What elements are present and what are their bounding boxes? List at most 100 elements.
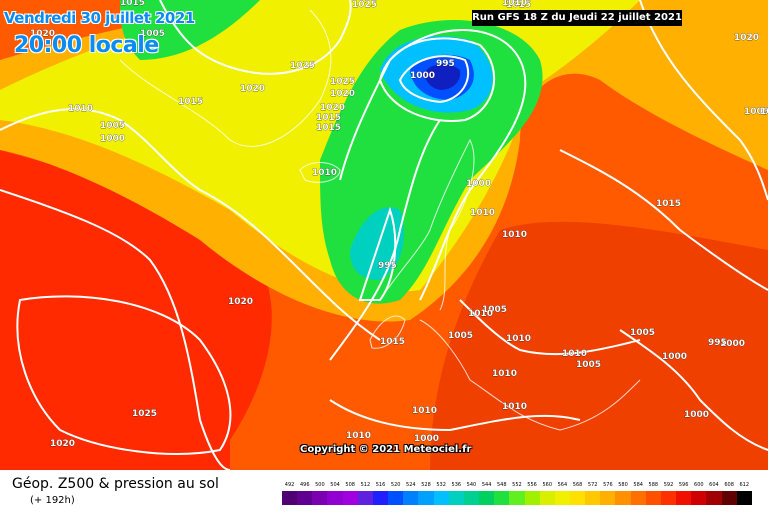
- scale-label: 572: [587, 482, 598, 488]
- isobar-label: 1010: [562, 349, 587, 359]
- isobar-label: 1010: [492, 369, 517, 379]
- scale-label: 600: [694, 482, 704, 488]
- low-center-label-3: 995: [378, 261, 397, 271]
- scale-label: 592: [663, 482, 674, 488]
- scale-label: 500: [315, 482, 325, 488]
- scale-cell: [403, 491, 419, 505]
- pressure-centers: 995 1000 995: [378, 59, 455, 271]
- scale-cell: [630, 491, 646, 505]
- scale-label: 544: [481, 482, 492, 488]
- isobar-label: 1015: [120, 0, 145, 8]
- scale-label: 516: [375, 482, 386, 488]
- scale-label: 528: [421, 482, 431, 488]
- scale-cell: [691, 491, 707, 505]
- isobar-1000-east: [619, 329, 768, 451]
- copyright: Copyright © 2021 Meteociel.fr: [300, 444, 472, 455]
- isobar-label: 1025: [352, 0, 377, 10]
- isobar-label: 1000: [100, 134, 125, 144]
- isobar-labels: 1020 1005 1025 1015 1020 1025 1025 1010 1015 1020…: [30, 0, 768, 449]
- scale-cells: [282, 491, 752, 505]
- scale-cell: [706, 491, 722, 505]
- scale-cell: [676, 491, 692, 505]
- legend-bar: Géop. Z500 & pression au sol (+ 192h) 49…: [0, 470, 768, 512]
- isobar-1000-north: [378, 37, 496, 122]
- isobar-label: 1010: [346, 431, 371, 441]
- isobar-label: 1020: [30, 29, 55, 39]
- isobar-label: 1000: [414, 434, 439, 444]
- isobar-label: 1000: [662, 352, 687, 362]
- scale-cell: [282, 491, 298, 505]
- isobar-label: 1010: [502, 230, 527, 240]
- mediterranean-warm-zone: [430, 221, 768, 470]
- isobar-label: 1005: [140, 29, 165, 39]
- isobar-label: 1015: [316, 113, 341, 123]
- scale-cell: [585, 491, 601, 505]
- scale-cell: [463, 491, 480, 505]
- scale-cell: [388, 491, 404, 505]
- isobar-label: 1015: [656, 199, 681, 209]
- isobar-1010-south: [329, 399, 581, 432]
- pressure-map-svg: 1020 1005 1025 1015 1020 1025 1025 1010 1015 1020…: [0, 0, 768, 470]
- parameter-subtitle: (+ 192h): [30, 495, 75, 506]
- isobar-995-south: [358, 206, 397, 301]
- scale-label: 508: [345, 482, 355, 488]
- scale-label: 608: [724, 482, 734, 488]
- isobar-label: 1010: [470, 208, 495, 218]
- weather-map: 1020 1005 1025 1015 1020 1025 1025 1010 1015 1020…: [0, 0, 768, 470]
- scale-label: 560: [542, 482, 552, 488]
- scale-label: 520: [390, 482, 401, 488]
- isobar-label: 1000: [684, 410, 709, 420]
- isobar-label: 1015: [316, 123, 341, 133]
- scale-label: 504: [330, 482, 340, 488]
- scale-label: 584: [633, 482, 643, 488]
- scale-label: 512: [360, 482, 371, 488]
- isobar-label: 1020: [228, 297, 253, 307]
- scale-cell: [539, 491, 555, 505]
- scale-cell: [357, 491, 373, 505]
- scale-cell: [615, 491, 631, 505]
- isobar-995-north: [398, 55, 470, 104]
- low-center-label-1: 995: [436, 59, 455, 69]
- isobar-label: 1025: [330, 77, 355, 87]
- isobar-label: 1015: [178, 97, 203, 107]
- scale-cell: [569, 491, 586, 505]
- isobar-label: 1000: [466, 179, 491, 189]
- scale-cell: [418, 491, 434, 505]
- scale-label: 564: [557, 482, 568, 488]
- scale-cell: [509, 491, 525, 505]
- scale-cell: [554, 491, 570, 505]
- isobar-label: 1010: [502, 402, 527, 412]
- isobar-label: 1010: [312, 168, 337, 178]
- isobar-label: 1020: [240, 84, 265, 94]
- isobar-1015: [329, 119, 441, 361]
- scale-cell: [372, 491, 389, 505]
- isobar-label: 1005: [100, 121, 125, 131]
- scale-labels: 492 496 500 504 508 512 516 520 524 528 532 536 540 5…: [282, 480, 752, 490]
- isobars: [0, 0, 768, 470]
- scale-cell: [312, 491, 328, 505]
- europe-coast: [419, 319, 641, 431]
- scale-cell: [297, 491, 313, 505]
- isobar-label: 995: [708, 338, 727, 348]
- scandinavia-coast: [379, 138, 475, 311]
- isobar-label: 1005: [576, 360, 601, 370]
- isobar-label: 1005: [630, 328, 655, 338]
- iceland-coast: [299, 162, 341, 183]
- scale-label: 492: [284, 482, 295, 488]
- isobar-label: 1015: [380, 337, 405, 347]
- scale-label: 524: [406, 482, 416, 488]
- isobar-label: 1025: [290, 61, 315, 71]
- scale-label: 576: [603, 482, 613, 488]
- green-north-zone: [120, 0, 260, 60]
- low-core-zone: [424, 64, 461, 90]
- scale-cell: [736, 491, 752, 505]
- scale-label: 568: [572, 482, 583, 488]
- isobar-1005: [339, 29, 527, 301]
- scale-cell: [660, 491, 677, 505]
- isobar-1010: [0, 108, 381, 341]
- scale-label: 552: [512, 482, 522, 488]
- isobar-1015-east: [559, 149, 768, 291]
- isobar-label: 1010: [506, 334, 531, 344]
- isobar-label: 1005: [760, 107, 768, 117]
- isobar-label: 1010: [502, 0, 527, 8]
